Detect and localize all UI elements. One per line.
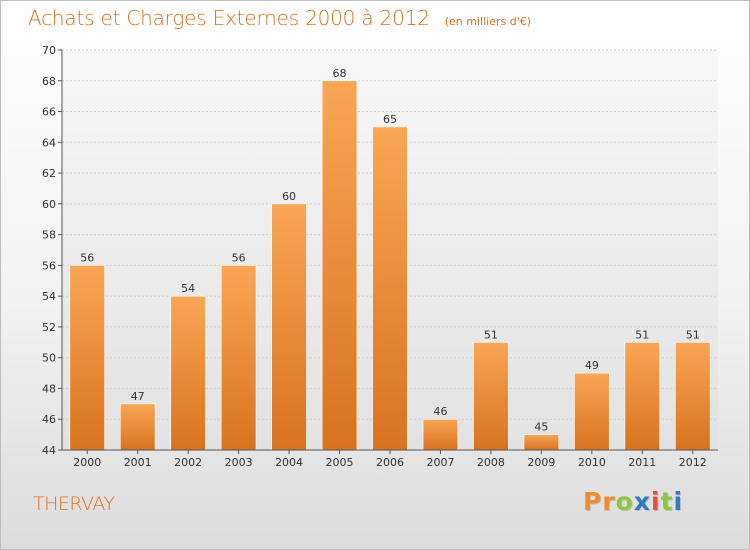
bar-value-label: 47 bbox=[131, 390, 145, 403]
x-tick-label: 2008 bbox=[477, 456, 505, 469]
bar-2004 bbox=[271, 203, 307, 451]
chart-title: Achats et Charges Externes 2000 à 2012 bbox=[28, 6, 430, 30]
bars: 56 47 54 56 60 68 65 46 51 45 49 51 51 bbox=[69, 67, 711, 451]
y-tick-label: 50 bbox=[42, 352, 56, 365]
y-tick-label: 54 bbox=[42, 290, 56, 303]
y-tick-label: 68 bbox=[42, 75, 56, 88]
logo-letter: i bbox=[651, 487, 661, 516]
x-tick-label: 2007 bbox=[426, 456, 454, 469]
x-tick-label: 2001 bbox=[124, 456, 152, 469]
x-tick-label: 2006 bbox=[376, 456, 404, 469]
x-tick-label: 2003 bbox=[225, 456, 253, 469]
y-tick-label: 60 bbox=[42, 198, 56, 211]
bar-value-label: 51 bbox=[686, 328, 700, 341]
bar-2007 bbox=[422, 418, 459, 451]
chart-subtitle: (en milliers d'€) bbox=[444, 15, 532, 28]
commune-name: THERVAY bbox=[33, 493, 115, 515]
bar-2002 bbox=[170, 295, 206, 451]
bar-value-label: 46 bbox=[433, 405, 447, 418]
y-tick-label: 70 bbox=[42, 44, 56, 57]
logo-letter: o bbox=[615, 487, 634, 516]
bar-value-label: 45 bbox=[534, 421, 548, 434]
y-tick-label: 46 bbox=[42, 413, 56, 426]
y-tick-label: 58 bbox=[42, 229, 56, 242]
bar-2008 bbox=[473, 342, 509, 451]
y-tick-label: 56 bbox=[42, 259, 56, 272]
y-tick-label: 62 bbox=[42, 167, 56, 180]
bar-2012 bbox=[675, 342, 711, 451]
logo-letter: i bbox=[673, 487, 684, 516]
chart-header: Achats et Charges Externes 2000 à 2012 (… bbox=[28, 6, 531, 30]
bar-value-label: 54 bbox=[181, 282, 195, 295]
y-tick-label: 66 bbox=[42, 106, 56, 119]
proxiti-logo: Proxiti bbox=[583, 487, 683, 516]
x-tick-label: 2000 bbox=[73, 456, 101, 469]
bar-value-label: 49 bbox=[585, 359, 599, 372]
bar-2000 bbox=[69, 265, 105, 451]
x-tick-label: 2005 bbox=[326, 456, 354, 469]
bar-value-label: 68 bbox=[333, 67, 347, 80]
x-tick-label: 2010 bbox=[578, 456, 606, 469]
x-tick-label: 2012 bbox=[679, 456, 707, 469]
bar-value-label: 56 bbox=[80, 251, 94, 264]
y-tick-label: 64 bbox=[42, 136, 56, 149]
x-tick-label: 2009 bbox=[527, 456, 555, 469]
logo-letter: r bbox=[602, 487, 616, 516]
bar-2010 bbox=[574, 372, 610, 451]
bar-value-label: 51 bbox=[635, 328, 649, 341]
x-tick-label: 2011 bbox=[628, 456, 656, 469]
x-tick-label: 2004 bbox=[275, 456, 303, 469]
axes: 44 46 48 50 52 54 56 58 60 62 64 66 68 70 2000 2001 2002… bbox=[42, 44, 718, 469]
bar-2003 bbox=[220, 265, 257, 451]
bar-2001 bbox=[119, 403, 156, 451]
logo-letter: t bbox=[660, 487, 674, 516]
bar-value-label: 56 bbox=[232, 251, 246, 264]
x-tick-label: 2002 bbox=[174, 456, 202, 469]
logo-letter: x bbox=[633, 487, 651, 516]
bar-2006 bbox=[372, 126, 408, 451]
bar-value-label: 60 bbox=[282, 190, 296, 203]
bar-value-label: 65 bbox=[383, 113, 397, 126]
bar-2005 bbox=[321, 80, 358, 451]
y-tick-label: 52 bbox=[42, 321, 56, 334]
bar-2011 bbox=[624, 342, 661, 451]
y-tick-label: 48 bbox=[42, 382, 56, 395]
y-tick-label: 44 bbox=[42, 444, 56, 457]
bar-value-label: 51 bbox=[484, 328, 498, 341]
logo-letter: P bbox=[583, 487, 603, 516]
bar-2009 bbox=[523, 434, 560, 451]
